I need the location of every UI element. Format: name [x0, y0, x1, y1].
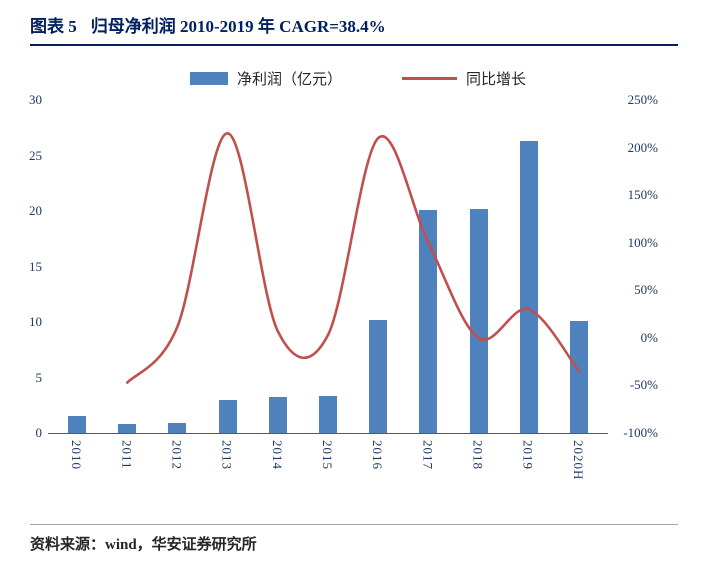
title-underline — [30, 44, 678, 46]
x-axis-category-label: 2016 — [370, 440, 386, 470]
right-axis-tick-label: -100% — [623, 425, 658, 440]
x-axis-category-label: 2020H — [570, 440, 586, 481]
x-axis-line — [48, 433, 608, 434]
footer-divider — [30, 524, 678, 525]
x-axis-category-label: 2015 — [320, 440, 335, 470]
bar-net-profit — [519, 141, 538, 433]
bar-net-profit — [469, 208, 488, 433]
bar-net-profit — [68, 416, 87, 433]
x-axis-category-label: 2019 — [520, 440, 536, 470]
left-axis-tick-label: 10 — [29, 314, 42, 329]
bar-net-profit — [168, 423, 187, 433]
bar-net-profit — [419, 209, 438, 433]
bar-net-profit — [118, 424, 137, 433]
x-axis-category-label: 2017 — [420, 440, 436, 470]
figure-title-text: 归母净利润 2010-2019 年 CAGR=38.4% — [90, 17, 386, 36]
bar-net-profit — [369, 319, 388, 433]
x-axis-category-label: 2013 — [219, 440, 235, 470]
right-axis-tick-label: 50% — [634, 282, 658, 298]
source-note: 资料来源：wind，华安证券研究所 — [30, 537, 257, 553]
bar-net-profit — [319, 396, 337, 433]
figure-label: 图表 5 — [30, 17, 77, 36]
left-axis-tick-label: 25 — [29, 147, 42, 163]
legend-bar-label: 净利润（亿元） — [236, 72, 342, 88]
right-axis-tick-label: 200% — [627, 139, 658, 155]
x-axis-category-label: 2012 — [169, 440, 185, 470]
bar-net-profit — [218, 399, 237, 433]
right-axis-tick-label: 0% — [640, 329, 658, 345]
right-axis-tick-label: 250% — [627, 92, 658, 107]
legend-line-label: 同比增长 — [466, 72, 527, 88]
right-axis-tick-label: 150% — [627, 187, 658, 203]
right-axis-tick-label: -50% — [629, 377, 658, 393]
legend-item-yoy-growth: 同比增长 — [402, 68, 526, 89]
chart-area: 净利润（亿元） 同比增长 0 5 10 15 20 25 30 250% 200% 150% 100… — [28, 58, 688, 503]
left-axis-tick-label: 20 — [29, 203, 42, 218]
yoy-growth-line-series — [126, 131, 581, 384]
left-axis-tick-label: 30 — [29, 92, 42, 107]
left-axis-tick-label: 5 — [35, 369, 43, 385]
x-axis-category-label: 2011 — [119, 440, 135, 470]
right-axis-tick-label: 100% — [627, 234, 658, 250]
left-axis-tick-label: 0 — [35, 425, 43, 440]
chart-legend: 净利润（亿元） 同比增长 — [28, 68, 688, 89]
x-axis-category-label: 2018 — [470, 440, 486, 470]
legend-bar-swatch — [189, 72, 228, 85]
x-axis-category-label: 2014 — [269, 440, 285, 470]
x-axis-category-label: 2010 — [69, 440, 85, 470]
legend-line-swatch — [402, 77, 457, 80]
bar-net-profit — [268, 397, 287, 433]
left-axis-tick-label: 15 — [29, 258, 42, 274]
figure-title: 图表 5 归母净利润 2010-2019 年 CAGR=38.4% — [30, 12, 386, 37]
legend-item-net-profit: 净利润（亿元） — [189, 68, 342, 89]
bar-net-profit — [569, 320, 588, 433]
